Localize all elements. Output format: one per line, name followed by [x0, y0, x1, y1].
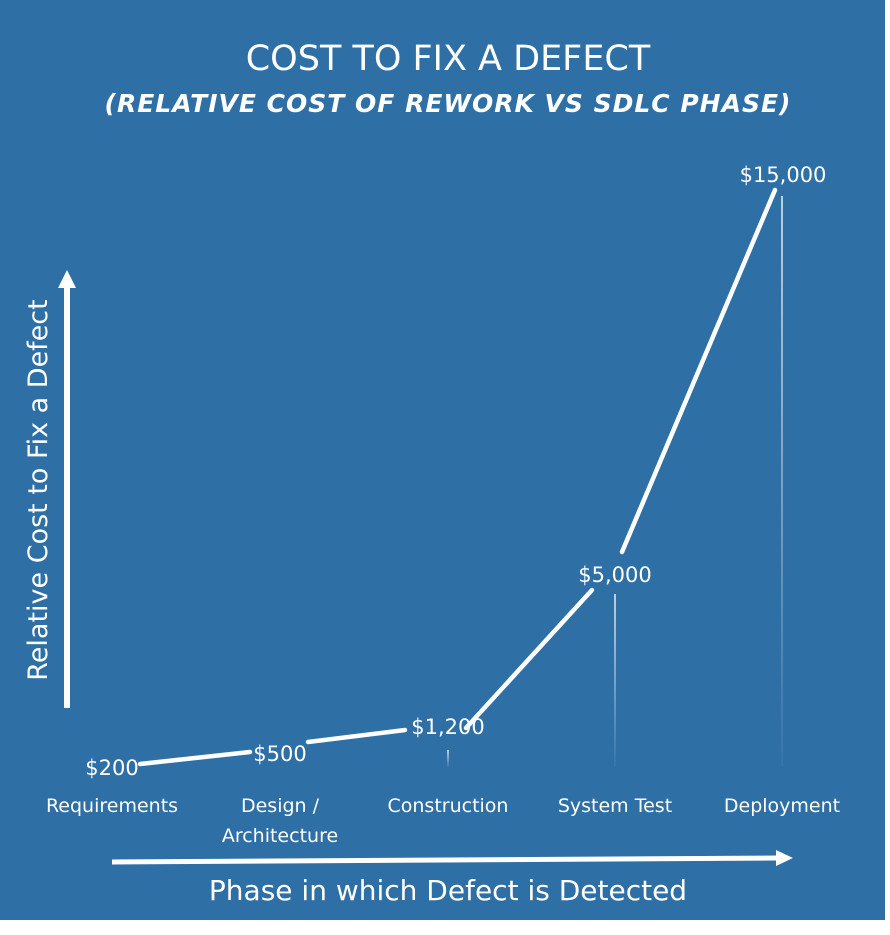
data-label-requirements: $200	[85, 756, 138, 780]
tick-labels: Requirements Design / Architecture Construc…	[46, 795, 840, 847]
series-line-group	[137, 187, 778, 767]
tick-label-deployment: Deployment	[724, 795, 840, 817]
data-label-deployment: $15,000	[740, 163, 827, 187]
tick-label-design-line-2: Architecture	[222, 825, 338, 847]
series-line-segment-1	[137, 749, 253, 767]
drop-lines	[447, 195, 783, 768]
x-axis-arrow	[111, 850, 793, 866]
series-line-segment-2	[305, 727, 408, 745]
chart-container: COST TO FIX A DEFECT (RELATIVE COST OF R…	[0, 0, 885, 920]
y-axis-arrow	[58, 270, 76, 708]
data-label-system-test: $5,000	[578, 563, 651, 587]
data-labels: $200 $500 $1,200 $5,000 $15,000	[85, 163, 826, 780]
chart-subtitle: (RELATIVE COST OF REWORK VS SDLC PHASE)	[105, 89, 792, 118]
series-line-segment-3	[463, 587, 595, 731]
y-axis-label: Relative Cost to Fix a Defect	[23, 299, 54, 680]
tick-label-system-test: System Test	[558, 795, 672, 817]
data-label-design: $500	[253, 742, 306, 766]
chart-svg: COST TO FIX A DEFECT (RELATIVE COST OF R…	[23, 39, 840, 907]
x-axis-label: Phase in which Defect is Detected	[209, 874, 687, 907]
tick-label-design-line-1: Design /	[241, 795, 320, 817]
chart-title: COST TO FIX A DEFECT	[246, 39, 651, 79]
tick-label-requirements: Requirements	[46, 795, 178, 817]
series-line-segment-4	[619, 187, 778, 555]
tick-label-construction: Construction	[388, 795, 509, 817]
data-label-construction: $1,200	[411, 715, 484, 739]
